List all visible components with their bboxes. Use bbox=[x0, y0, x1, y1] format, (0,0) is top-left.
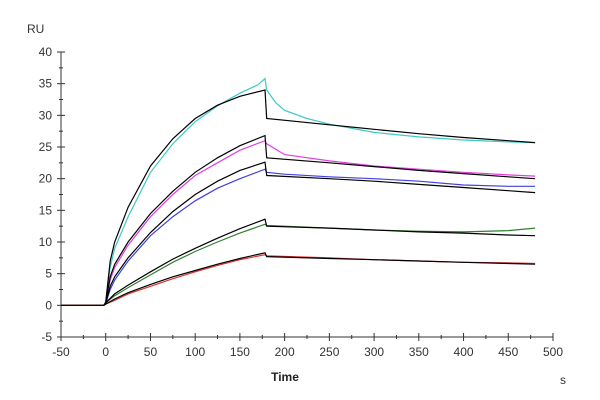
x-tick-label: 250 bbox=[319, 345, 339, 359]
series-line-fit-5 bbox=[61, 252, 536, 306]
series-line-fit-4 bbox=[61, 218, 536, 306]
series-group bbox=[61, 77, 536, 306]
series-line-fit-3 bbox=[61, 161, 536, 306]
y-tick-label: 0 bbox=[45, 298, 52, 312]
x-tick-label: 450 bbox=[498, 345, 518, 359]
series-line-fit-1 bbox=[61, 89, 536, 306]
axes: -50 0 50 100 150 200 250 300 350 400 450 500-505101… bbox=[39, 45, 564, 359]
series-line-green bbox=[61, 223, 536, 306]
y-tick-label: 15 bbox=[39, 203, 53, 217]
x-tick-label: 0 bbox=[102, 345, 109, 359]
x-axis-unit: s bbox=[560, 373, 566, 387]
x-tick-label: 400 bbox=[454, 345, 474, 359]
y-tick-label: 10 bbox=[39, 235, 53, 249]
x-tick-label: 50 bbox=[144, 345, 158, 359]
y-tick-label: 40 bbox=[39, 45, 53, 59]
x-tick-label: -50 bbox=[52, 345, 70, 359]
series-line-blue bbox=[61, 168, 536, 306]
series-line-fit-2 bbox=[61, 134, 536, 306]
y-tick-label: 35 bbox=[39, 77, 53, 91]
y-tick-label: 5 bbox=[45, 267, 52, 281]
y-tick-label: -5 bbox=[41, 330, 52, 344]
x-tick-label: 300 bbox=[364, 345, 384, 359]
y-tick-label: 20 bbox=[39, 172, 53, 186]
series-line-cyan bbox=[61, 77, 536, 306]
y-tick-label: 30 bbox=[39, 108, 53, 122]
x-tick-label: 200 bbox=[275, 345, 295, 359]
y-tick-label: 25 bbox=[39, 140, 53, 154]
y-axis-label: RU bbox=[27, 22, 44, 36]
x-tick-label: 150 bbox=[230, 345, 250, 359]
series-line-magenta bbox=[61, 139, 536, 306]
x-tick-label: 100 bbox=[185, 345, 205, 359]
x-tick-label: 500 bbox=[543, 345, 563, 359]
x-axis-title: Time bbox=[271, 370, 299, 384]
x-tick-label: 350 bbox=[409, 345, 429, 359]
